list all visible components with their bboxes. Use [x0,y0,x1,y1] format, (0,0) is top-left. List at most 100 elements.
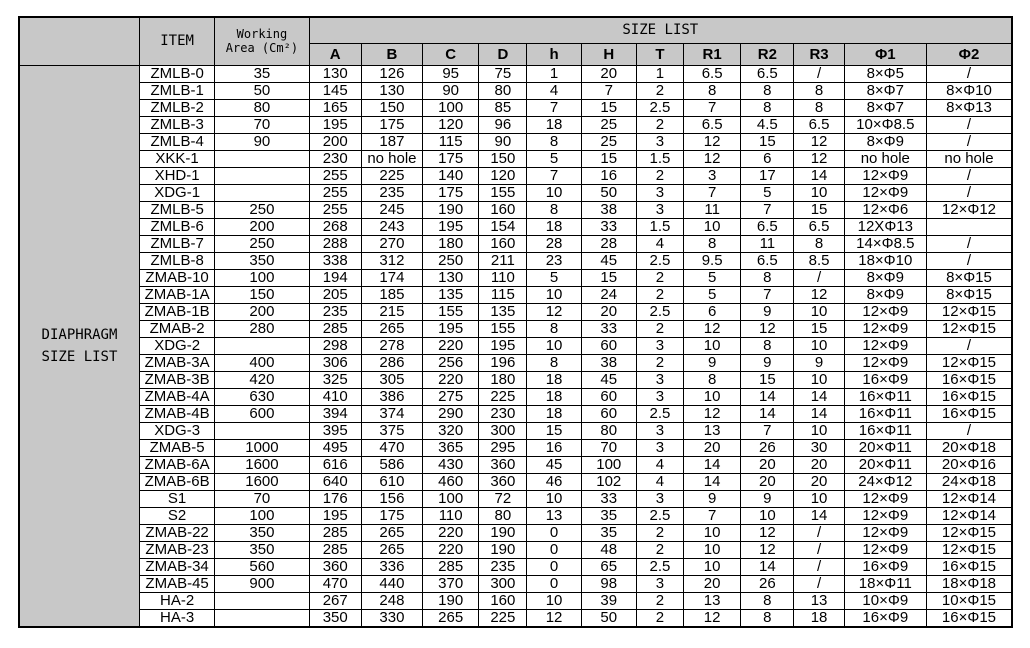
column-header: D [478,42,528,66]
value-cell: 20 [580,64,637,83]
value-cell: 285 [308,523,362,542]
value-cell: / [793,64,845,83]
value-cell: 20×Φ11 [843,455,927,474]
value-cell: 190 [422,591,480,610]
value-cell: 18×Φ18 [925,574,1013,593]
value-cell: 195 [308,115,362,134]
value-cell: 16×Φ15 [925,608,1013,628]
item-cell: ZMAB-5 [138,438,216,457]
value-cell: / [925,251,1013,270]
value-cell: 48 [580,540,637,559]
table-row: ZMAB-5 1000 495 470 365 295 16 70 3 20 26 30 20×Φ11 2… [19,438,1013,457]
value-cell: 298 [308,336,362,355]
value-cell: 2.5 [635,506,685,525]
value-cell: 10 [793,421,845,440]
value-cell: 126 [360,64,424,83]
value-cell: 8×Φ5 [843,64,927,83]
value-cell: 5 [740,183,795,202]
value-cell: 470 [360,438,424,457]
working-area-header: Working Area (Cm²) [214,16,310,66]
value-cell: 180 [422,234,480,253]
value-cell: 255 [308,166,362,185]
value-cell: 15 [740,370,795,389]
item-cell: ZMAB-22 [138,523,216,542]
value-cell: 0 [526,523,582,542]
item-cell: ZMAB-3B [138,370,216,389]
value-cell: 265 [360,319,424,338]
value-cell: 400 [214,353,310,372]
value-cell: 2.5 [635,557,685,576]
value-cell: / [925,64,1013,83]
table-row: ZMLB-8 350 338 312 250 211 23 45 2.5 9.5 6.5 8.5 18×… [19,251,1013,270]
value-cell: 16 [526,438,582,457]
value-cell: 410 [308,387,362,406]
value-cell: 211 [478,251,528,270]
value-cell: 8×Φ15 [925,268,1013,287]
value-cell: 350 [214,540,310,559]
table-row: HA-2 267 248 190 160 10 39 2 13 8 13 10×Φ9 10×Φ15 [19,591,1013,610]
value-cell: 220 [422,370,480,389]
value-cell: 336 [360,557,424,576]
value-cell: 250 [214,200,310,219]
value-cell: 35 [580,523,637,542]
value-cell: 20×Φ16 [925,455,1013,474]
value-cell [214,166,310,185]
value-cell: 440 [360,574,424,593]
value-cell: 360 [478,455,528,474]
value-cell [214,421,310,440]
value-cell: 115 [422,132,480,151]
value-cell: 20 [683,574,742,593]
value-cell: 8.5 [793,251,845,270]
value-cell: 8 [683,370,742,389]
value-cell: 3 [635,421,685,440]
value-cell: 15 [793,319,845,338]
value-cell: 9 [683,353,742,372]
value-cell: 23 [526,251,582,270]
column-header: H [580,42,637,66]
value-cell: 15 [740,132,795,151]
value-cell: 12×Φ9 [843,353,927,372]
value-cell: 20 [740,472,795,491]
value-cell: 2.5 [635,404,685,423]
value-cell: 90 [214,132,310,151]
value-cell: 3 [635,574,685,593]
value-cell: 386 [360,387,424,406]
item-cell: XDG-2 [138,336,216,355]
value-cell: 12 [683,319,742,338]
value-cell: 174 [360,268,424,287]
value-cell: 1 [526,64,582,83]
value-cell: 35 [580,506,637,525]
side-label-line: SIZE LIST [41,348,118,365]
item-cell: ZMAB-2 [138,319,216,338]
value-cell: 560 [214,557,310,576]
value-cell: 15 [526,421,582,440]
value-cell: no hole [925,149,1013,168]
value-cell: 290 [422,404,480,423]
value-cell: 2 [635,285,685,304]
value-cell: 12×Φ14 [925,506,1013,525]
value-cell: 268 [308,217,362,236]
item-cell: XDG-1 [138,183,216,202]
value-cell: 12×Φ15 [925,523,1013,542]
value-cell: 14 [793,404,845,423]
item-cell: S1 [138,489,216,508]
value-cell: 265 [422,608,480,628]
header-row: ITEM Working Area (Cm²) SIZE LIST [18,16,1013,66]
value-cell: 4 [635,472,685,491]
value-cell: 225 [478,387,528,406]
value-cell: 3 [635,183,685,202]
value-cell: 50 [214,81,310,100]
value-cell: 1600 [214,455,310,474]
value-cell: 8×Φ9 [843,285,927,304]
value-cell: 195 [308,506,362,525]
table-row: ZMLB-5 250 255 245 190 160 8 38 3 11 7 15 12×Φ6 12×Φ1… [19,200,1013,219]
value-cell: 12 [740,319,795,338]
value-cell: 150 [214,285,310,304]
value-cell: 70 [214,115,310,134]
item-cell: ZMLB-1 [138,81,216,100]
value-cell: 265 [360,540,424,559]
value-cell: no hole [843,149,927,168]
table-row: ZMAB-23 350 285 265 220 190 0 48 2 10 12/12×Φ9 12×Φ… [19,540,1013,559]
value-cell: 285 [422,557,480,576]
